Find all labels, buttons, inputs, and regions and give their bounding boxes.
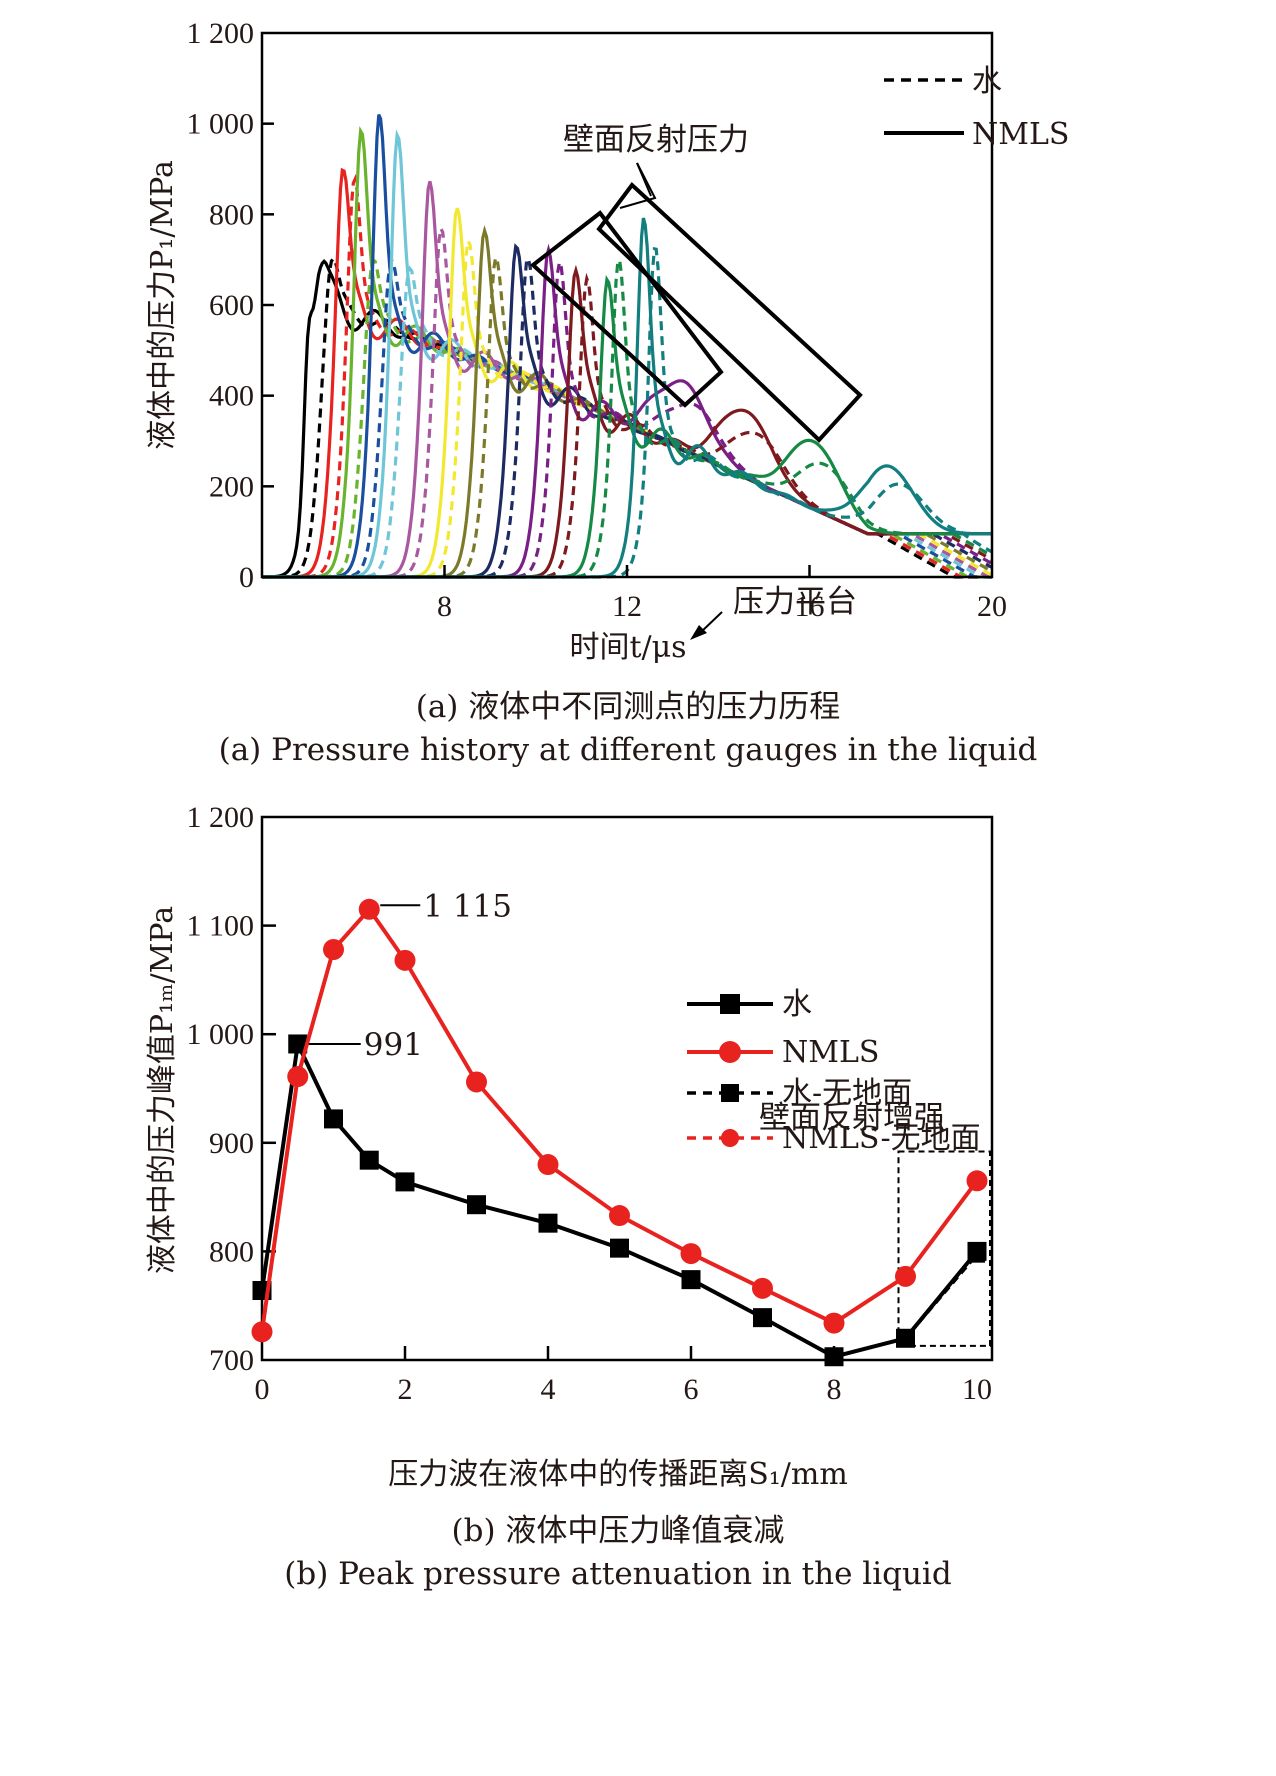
- x-tick-label-b: 2: [398, 1373, 413, 1406]
- square-marker-icon: [721, 1084, 739, 1102]
- data-point-circle: [966, 1170, 988, 1192]
- annotation-reflected-pressure: 壁面反射压力: [563, 122, 749, 158]
- plateau-arrow: [690, 611, 723, 640]
- square-marker-icon: [720, 994, 740, 1014]
- legend-item-water-no-ground: 水-无地面: [687, 1076, 912, 1111]
- y-tick-label-b: 900: [209, 1127, 254, 1160]
- pressure-curves: [261, 113, 993, 579]
- y-tick-label-b: 700: [209, 1344, 254, 1377]
- wall-reflection-box: [897, 1150, 991, 1347]
- y-tick-label-a: 1 000: [187, 108, 255, 141]
- data-point-square: [610, 1238, 629, 1258]
- y-axis-title-a: 液体中的压力P₁/MPa: [145, 160, 180, 450]
- x-tick-label-a: 20: [977, 590, 1007, 623]
- data-point-square: [681, 1270, 701, 1290]
- label-water-peak: 991: [364, 1027, 423, 1063]
- data-point-square: [288, 1034, 308, 1054]
- data-point-square: [967, 1241, 987, 1261]
- x-tick-label-a: 16: [795, 590, 825, 623]
- x-tick-label-b: 6: [684, 1373, 699, 1406]
- series-1: [251, 898, 988, 1343]
- chart-a: 壁面反射压力 压力平台 0 200 400 600 800 1 000 1 200 8 12 1…: [145, 17, 1069, 768]
- data-point-circle: [895, 1265, 916, 1287]
- svg-text:NMLS: NMLS: [782, 1035, 879, 1070]
- y-tick-label-b: 800: [209, 1235, 254, 1268]
- data-point-circle: [823, 1312, 845, 1334]
- reflected-box-inner: [529, 210, 724, 408]
- y-tick-label-b: 1 200: [187, 801, 255, 834]
- y-tick-label-b: 1 100: [187, 910, 255, 943]
- data-point-square: [753, 1308, 772, 1328]
- data-point-circle: [537, 1154, 559, 1176]
- circle-marker-icon: [721, 1129, 739, 1147]
- caption-b-en: (b) Peak pressure attenuation in the liq…: [284, 1556, 951, 1592]
- caption-b-cn: (b) 液体中压力峰值衰减: [452, 1513, 785, 1549]
- data-point-square: [896, 1328, 915, 1348]
- data-point-circle: [358, 898, 380, 920]
- svg-text:NMLS-无地面: NMLS-无地面: [782, 1121, 981, 1156]
- legend-b: 水 NMLS 水-无地面 NMLS-无地面: [687, 987, 981, 1156]
- label-nmls-peak: 1 115: [423, 888, 512, 924]
- y-tick-label-a: 200: [209, 470, 254, 503]
- x-tick-label-b: 10: [962, 1373, 992, 1406]
- data-point-square: [467, 1195, 486, 1215]
- data-point-square: [538, 1213, 558, 1233]
- x-axis-title-b: 压力波在液体中的传播距离S₁/mm: [388, 1457, 848, 1492]
- x-tick-label-b: 8: [827, 1373, 842, 1406]
- legend-a: 水 NMLS: [884, 64, 1069, 152]
- svg-text:水-无地面: 水-无地面: [782, 1076, 912, 1111]
- data-point-square: [824, 1347, 844, 1367]
- y-axis-a: 0 200 400 600 800 1 000 1 200: [187, 17, 274, 594]
- data-point-circle: [323, 938, 344, 960]
- x-tick-label-a: 8: [437, 590, 452, 623]
- series-group: [251, 898, 988, 1367]
- data-point-square: [359, 1150, 379, 1170]
- y-tick-label-a: 0: [239, 561, 254, 594]
- x-tick-label-b: 4: [541, 1373, 556, 1406]
- x-axis-b: 0 2 4 6 8 10: [255, 1346, 992, 1406]
- data-point-circle: [466, 1071, 487, 1093]
- y-axis-b: 700 800 900 1 000 1 100 1 200: [187, 801, 276, 1377]
- legend-item-nmls-no-ground: NMLS-无地面: [687, 1121, 981, 1156]
- annotation-pressure-plateau: 压力平台: [733, 584, 857, 620]
- plot-frame-b: [260, 815, 994, 1362]
- data-point-circle: [251, 1321, 273, 1343]
- x-tick-label-a: 12: [612, 590, 642, 623]
- legend-item-nmls: NMLS: [687, 1035, 879, 1070]
- data-point-circle: [680, 1243, 702, 1265]
- data-point-circle: [394, 949, 416, 971]
- svg-text:水: 水: [782, 987, 812, 1022]
- gauge-curve-water: [262, 256, 992, 579]
- reflected-pressure-boxes: [529, 182, 863, 443]
- arrow-head-icon: [690, 625, 707, 640]
- annotation-wall-reflection: 壁面反射增强: [759, 1100, 945, 1136]
- y-tick-label-a: 1 200: [187, 17, 255, 50]
- y-tick-label-a: 800: [209, 198, 254, 231]
- legend-item-water: 水: [687, 987, 812, 1022]
- y-tick-label-a: 600: [209, 289, 254, 322]
- annotation-leader-lines: [619, 162, 657, 209]
- x-tick-label-b: 0: [255, 1373, 270, 1406]
- caption-a-en: (a) Pressure history at different gauges…: [219, 732, 1038, 768]
- x-axis-a: 8 12 16 20: [437, 565, 1007, 623]
- data-point-square: [395, 1172, 415, 1192]
- legend-label-water: 水: [972, 64, 1002, 99]
- series-0: [252, 1034, 987, 1367]
- data-point-circle: [752, 1277, 773, 1299]
- y-axis-title-b: 液体中的压力峰值P₁ₘ/MPa: [145, 906, 180, 1274]
- y-tick-label-a: 400: [209, 380, 254, 413]
- x-axis-title-a: 时间t/μs: [569, 630, 686, 665]
- data-point-square: [324, 1109, 343, 1129]
- caption-a-cn: (a) 液体中不同测点的压力历程: [416, 689, 841, 725]
- data-point-circle: [287, 1066, 309, 1088]
- peak-annotations: 1 115 991: [308, 888, 512, 1063]
- y-tick-label-b: 1 000: [187, 1018, 255, 1051]
- legend-label-nmls: NMLS: [972, 117, 1069, 152]
- circle-marker-icon: [719, 1041, 741, 1063]
- gauge-curve-nmls: [262, 113, 992, 579]
- reflected-box-outer: [596, 182, 863, 443]
- data-point-circle: [609, 1205, 630, 1227]
